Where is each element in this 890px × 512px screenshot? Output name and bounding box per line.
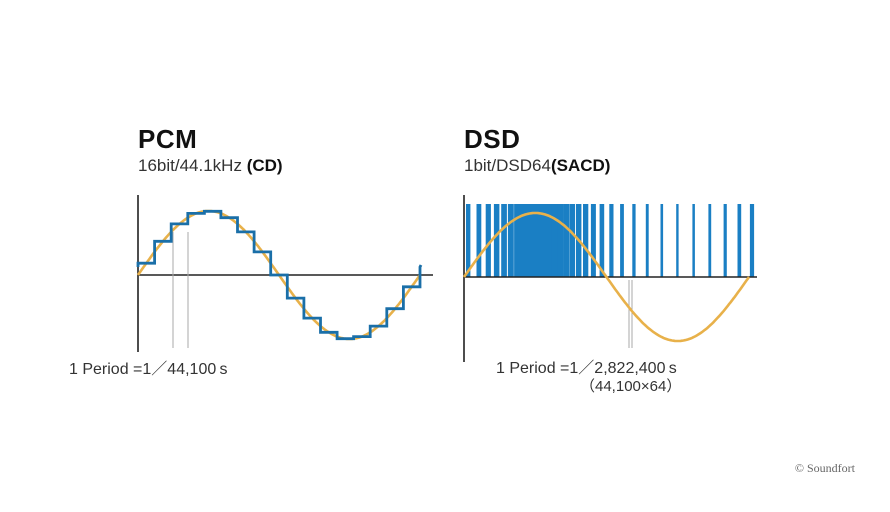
dsd-pulse (476, 204, 482, 277)
dsd-pulse (485, 204, 491, 277)
dsd-pulse (609, 204, 614, 277)
dsd-pulse (660, 204, 664, 277)
dsd-pulse (632, 204, 636, 277)
dsd-pulse (692, 204, 695, 277)
dsd-subtitle: 1bit/DSD64(SACD) (464, 156, 610, 176)
pcm-subtitle: 16bit/44.1kHz (CD) (138, 156, 283, 176)
dsd-pulse (569, 204, 575, 277)
dsd-pulse (708, 204, 712, 277)
dsd-subtitle-main: 1bit/DSD64 (464, 156, 551, 175)
dsd-pulse (530, 204, 537, 277)
dsd-pulse (536, 204, 543, 277)
pcm-period-label: 1 Period =1／44,100 s (69, 355, 227, 379)
dsd-subtitle-tag: (SACD) (550, 156, 611, 175)
dsd-title: DSD (464, 124, 521, 154)
dsd-pulse (541, 204, 548, 277)
pcm-title: PCM (138, 124, 198, 154)
pcm-period-value: 44,100 (167, 361, 217, 378)
dsd-pulse (520, 204, 527, 277)
dsd-pulse (501, 204, 507, 277)
dsd-pulse (723, 204, 727, 277)
dsd-pulse (645, 204, 649, 277)
dsd-period-unit: s (668, 360, 677, 377)
dsd-pulse (514, 204, 521, 277)
pcm-period-prefix: 1 Period =1／ (69, 361, 168, 378)
pcm-period-unit: s (219, 361, 228, 378)
dsd-pulse (493, 204, 500, 277)
pcm-subtitle-tag: (CD) (246, 156, 283, 175)
dsd-period-value: 2,822,400 (594, 360, 666, 377)
dsd-period-prefix: 1 Period =1／ (496, 360, 595, 377)
dsd-pulse (557, 204, 564, 277)
pcm-waveform (136, 195, 433, 352)
dsd-pulse-train (466, 204, 755, 277)
dsd-pulse (676, 204, 679, 277)
dsd-analog-sine-wave (462, 211, 751, 343)
dsd-period-label: 1 Period =1／2,822,400 s (496, 354, 677, 378)
dsd-pulse (590, 204, 596, 277)
pcm-stepped-samples (136, 209, 423, 341)
dsd-pulse (546, 204, 553, 277)
dsd-pulse (525, 204, 532, 277)
dsd-waveform (462, 195, 757, 362)
dsd-pulse (583, 204, 589, 277)
dsd-pulse (620, 204, 624, 277)
dsd-pulse (563, 204, 570, 277)
dsd-period-note: （44,100×64） (580, 378, 682, 395)
dsd-pulse (551, 204, 558, 277)
pcm-subtitle-main: 16bit/44.1kHz (138, 156, 242, 175)
dsd-pulse (599, 204, 605, 277)
dsd-pulse (466, 204, 471, 277)
dsd-pulse (749, 204, 755, 277)
copyright-notice: © Soundfort (794, 461, 855, 475)
dsd-pulse (507, 204, 514, 277)
dsd-pulse (737, 204, 742, 277)
